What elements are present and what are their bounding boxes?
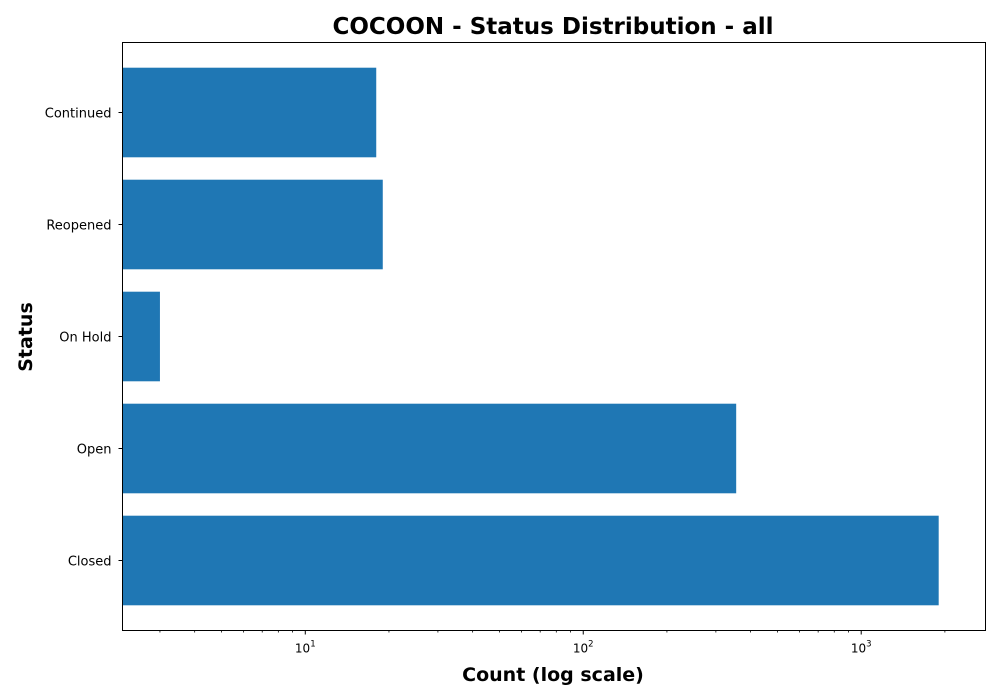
y-tick-label-reopened: Reopened (46, 219, 111, 234)
bar-continued (122, 67, 377, 158)
bars-group (122, 67, 939, 606)
y-tick-label-continued: Continued (45, 107, 112, 122)
plot-frame (122, 42, 986, 631)
bar-on-hold (122, 291, 160, 382)
x-tick-label: 102 (573, 640, 594, 656)
y-tick-label-on-hold: On Hold (59, 331, 111, 346)
bar-open (122, 403, 737, 494)
bar-reopened (122, 179, 383, 270)
bar-closed (122, 515, 939, 606)
y-tick-label-closed: Closed (68, 555, 112, 570)
y-tick-label-open: Open (77, 443, 112, 458)
y-axis-ticks: Closed Open On Hold Reopened Continued (45, 107, 123, 570)
y-axis-label: Status (15, 302, 37, 372)
x-axis-ticks: 101 102 103 (159, 630, 946, 656)
chart-title: COCOON - Status Distribution - all (333, 14, 774, 40)
x-tick-label: 103 (851, 640, 872, 656)
x-axis-label: Count (log scale) (462, 664, 644, 686)
x-tick-label: 101 (295, 640, 316, 656)
